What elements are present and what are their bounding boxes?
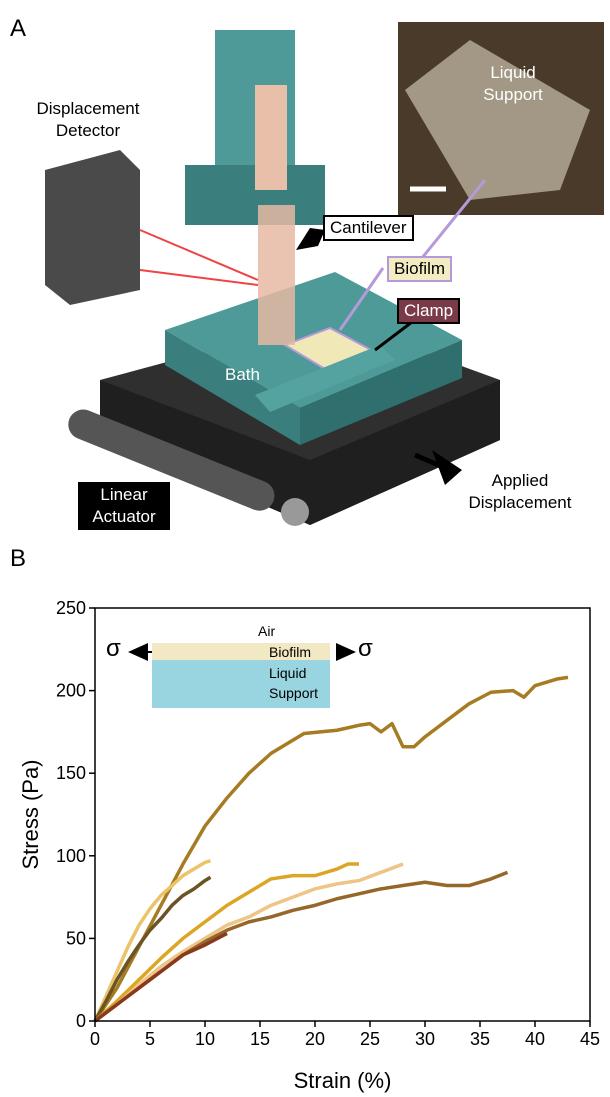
- laser: [139, 269, 259, 286]
- x-tick-label: 15: [250, 1029, 270, 1049]
- data-line: [93, 875, 212, 1022]
- data-line: [93, 675, 569, 1022]
- data-line: [93, 862, 404, 1023]
- displacement-label: Applied Displacement: [468, 471, 572, 512]
- inset-biofilm: [152, 643, 330, 660]
- y-tick-label: 200: [56, 681, 86, 701]
- x-tick-label: 30: [415, 1029, 435, 1049]
- photo-support: [405, 40, 590, 200]
- photo-label: Liquid Support: [483, 63, 543, 104]
- actuator-end: [281, 498, 309, 526]
- y-tick-label: 150: [56, 763, 86, 783]
- arrow: [296, 228, 325, 250]
- laser: [139, 229, 259, 281]
- data-line: [93, 859, 212, 1022]
- y-tick-label: 250: [56, 598, 86, 618]
- actuator-label: Linear Actuator: [78, 482, 170, 530]
- y-tick-label: 50: [66, 928, 86, 948]
- clamp-bar: [255, 345, 395, 412]
- data-line: [93, 862, 359, 1023]
- x-axis-label: Strain (%): [294, 1068, 392, 1093]
- panel-label: B: [10, 545, 27, 572]
- bath-front: [300, 340, 462, 445]
- inset-arrow: [128, 643, 148, 661]
- y-tick-label: 100: [56, 846, 86, 866]
- plot-frame: [94, 607, 591, 1022]
- x-tick-label: 40: [525, 1029, 545, 1049]
- inset-support-label: Liquid Support: [269, 665, 319, 701]
- bath-label: Bath: [225, 365, 260, 384]
- arrow: [374, 320, 413, 352]
- bath-side: [165, 330, 300, 445]
- cantilever-beam: [258, 205, 295, 345]
- arrow: [338, 267, 385, 331]
- x-tick-label: 10: [195, 1029, 215, 1049]
- x-tick-label: 45: [580, 1029, 600, 1049]
- x-tick-label: 5: [145, 1029, 155, 1049]
- cantilever-label: Cantilever: [323, 215, 414, 241]
- inset-sigma: σ: [106, 635, 121, 662]
- x-tick-label: 20: [305, 1029, 325, 1049]
- arrow: [414, 452, 451, 473]
- y-axis-label: Stress (Pa): [18, 759, 43, 869]
- inset-sigma: σ: [358, 635, 373, 662]
- x-tick-label: 25: [360, 1029, 380, 1049]
- actuator-rod: [68, 409, 275, 511]
- y-tick-label: 0: [76, 1011, 86, 1031]
- inset-air: Air: [258, 623, 276, 639]
- biofilm-label: Biofilm: [387, 256, 453, 282]
- panel-label: A: [10, 15, 27, 42]
- inset-biofilm-label: Biofilm: [269, 644, 312, 660]
- cantilever-top: [255, 85, 287, 190]
- clamp-label: Clamp: [397, 298, 461, 324]
- detector-label: Displacement Detector: [36, 99, 140, 140]
- arrow: [420, 179, 487, 259]
- inset-arrow: [336, 643, 356, 661]
- x-tick-label: 35: [470, 1029, 490, 1049]
- detector-box: [45, 150, 140, 305]
- inset-support: [152, 660, 330, 708]
- plot: 0 5 10 15 20 25 30 35 40 45 0 50 100 150 200 250 Strain …: [18, 598, 600, 1093]
- data-line: [93, 931, 228, 1023]
- x-tick-label: 0: [90, 1029, 100, 1049]
